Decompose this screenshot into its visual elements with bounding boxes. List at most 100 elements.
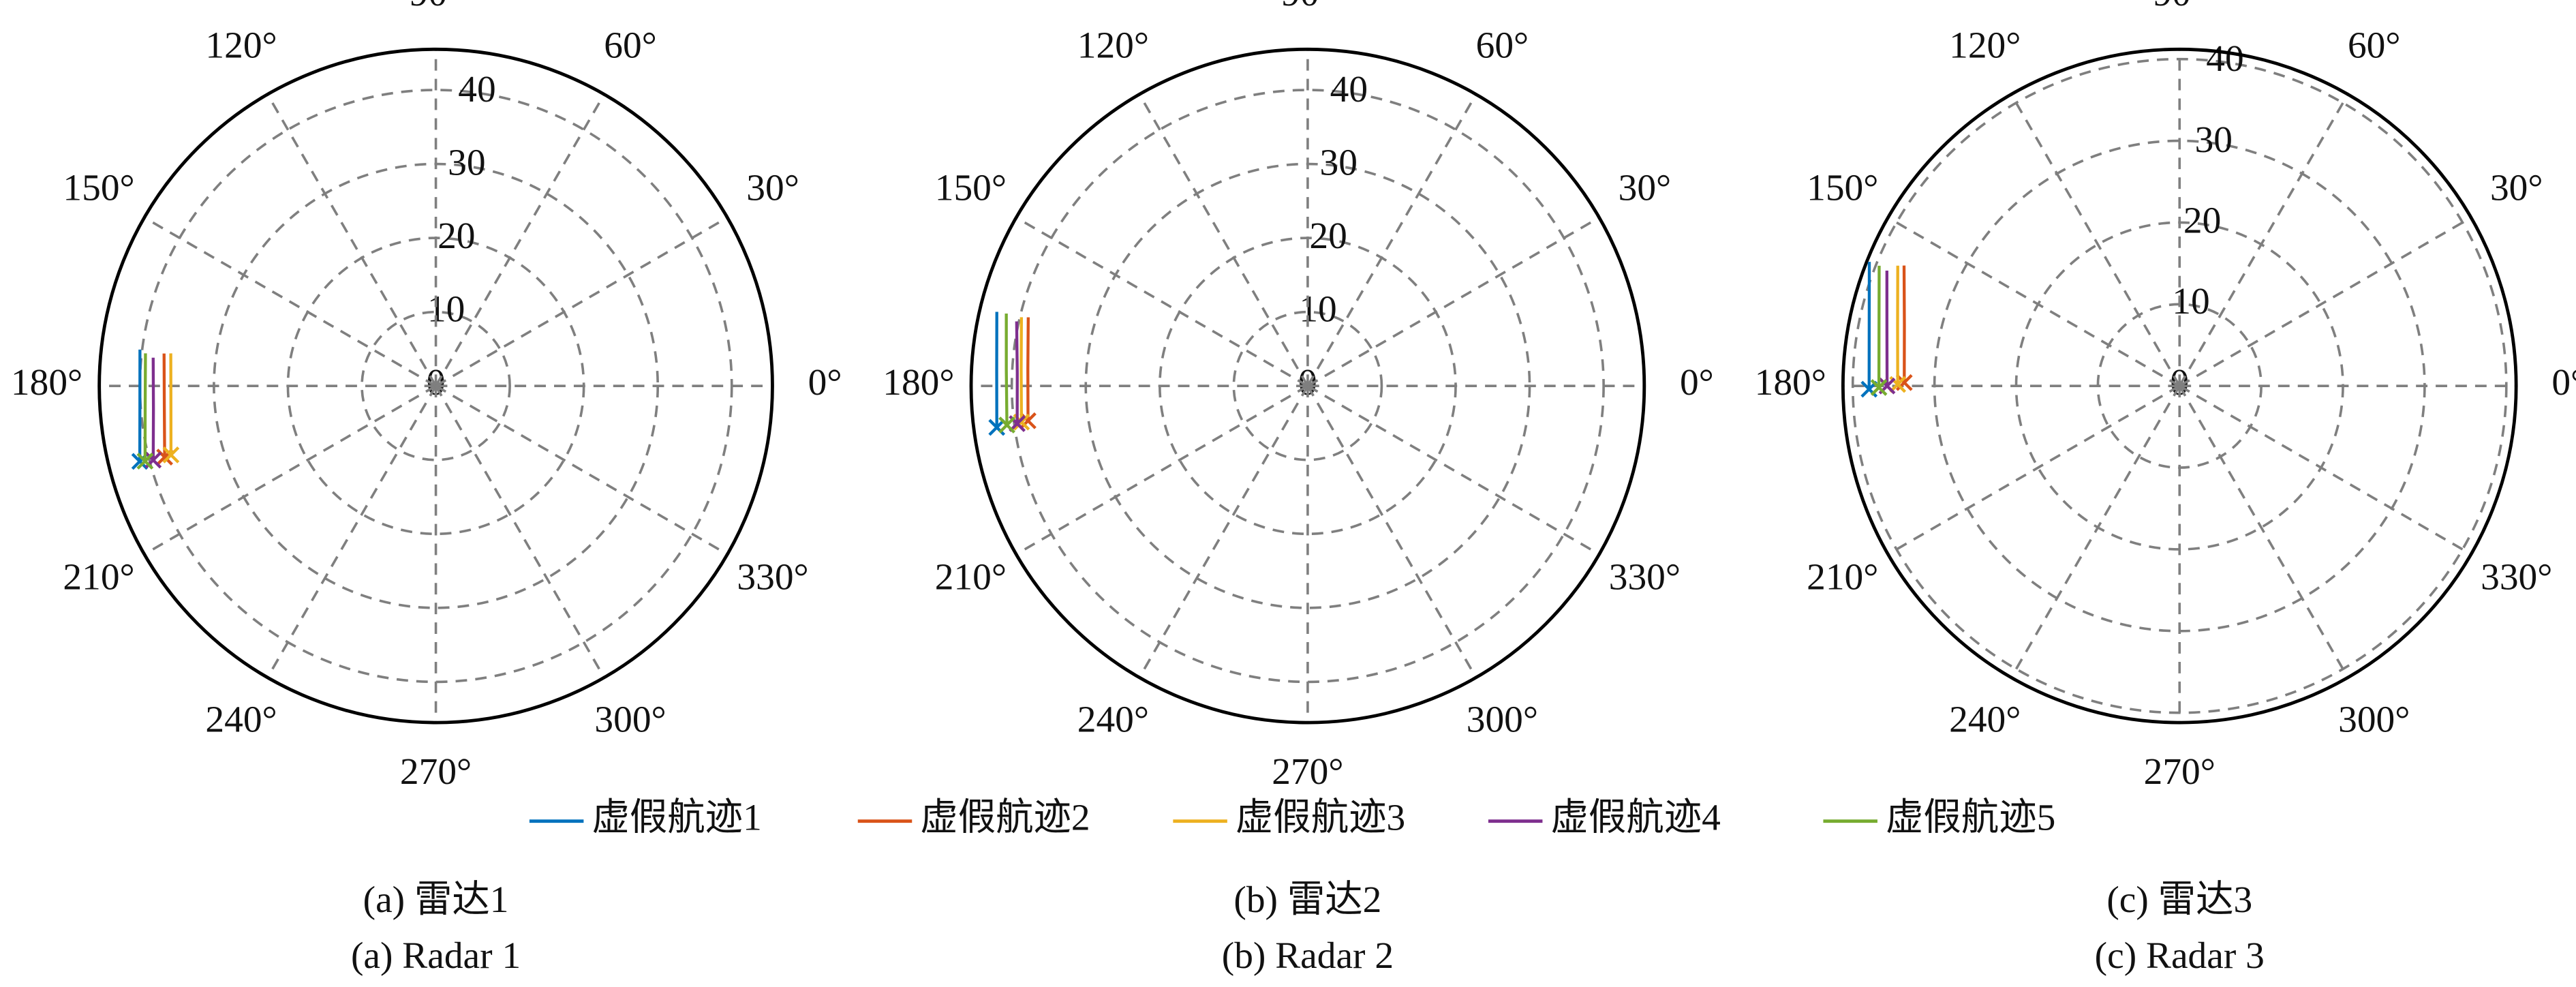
theta-tick-label: 300° (594, 698, 666, 740)
grid-spoke (2179, 384, 2472, 556)
caption-en: (a) Radar 1 (351, 935, 521, 976)
grid-spoke (266, 385, 438, 678)
legend-label: 虚假航迹4 (1550, 796, 1720, 838)
grid-spoke (143, 216, 437, 387)
legend-label: 虚假航迹3 (1236, 796, 1405, 838)
theta-tick-label: 180° (1755, 361, 1826, 403)
theta-tick-label: 300° (2338, 698, 2410, 740)
theta-tick-label: 120° (205, 24, 277, 65)
polar-frame (97, 47, 774, 725)
theta-tick-label: 30° (2490, 166, 2543, 208)
theta-tick-label: 0° (1680, 361, 1714, 403)
polar-chart: 0102030400°30°60°90°120°150°180°210°240°… (883, 0, 1714, 976)
end-marker (988, 419, 1006, 436)
theta-tick-label: 0° (808, 361, 842, 403)
grid-spoke (1307, 216, 1600, 387)
end-marker (162, 446, 180, 464)
theta-tick-label: 210° (63, 556, 134, 597)
theta-tick-label: 210° (1807, 556, 1878, 597)
track-line (143, 353, 147, 461)
theta-tick-label: 330° (1609, 556, 1681, 597)
legend-label: 虚假航迹2 (920, 796, 1090, 838)
theta-tick-label: 240° (1077, 698, 1149, 740)
caption-en: (c) Radar 3 (2095, 935, 2265, 976)
r-tick-label: 30 (1320, 141, 1358, 183)
caption-cn: (c) 雷达3 (2106, 879, 2252, 920)
theta-tick-label: 270° (1272, 750, 1343, 792)
grid-spoke (2010, 93, 2181, 387)
grid-circle (361, 310, 511, 461)
theta-tick-label: 60° (2348, 24, 2401, 65)
grid-spoke (1138, 93, 1309, 387)
grid-spoke (1306, 93, 1477, 387)
grid-spoke (1015, 384, 1308, 556)
theta-tick-label: 90° (2153, 0, 2206, 14)
polar-chart: 0102030400°30°60°90°120°150°180°210°240°… (11, 0, 842, 976)
r-tick-label: 30 (448, 141, 485, 183)
r-tick-label: 30 (2195, 119, 2233, 160)
grid-spoke (435, 384, 729, 556)
r-tick-label: 10 (427, 288, 465, 329)
r-tick-label: 10 (2172, 280, 2209, 322)
grid-spoke (266, 93, 438, 387)
theta-tick-label: 270° (400, 750, 472, 792)
theta-tick-label: 180° (883, 361, 954, 403)
theta-tick-label: 120° (1077, 24, 1149, 65)
grid-circle (1851, 57, 2508, 714)
grid-spoke (435, 216, 729, 387)
theta-tick-label: 150° (63, 166, 134, 208)
end-marker (136, 453, 154, 470)
grid-spoke (2178, 385, 2349, 678)
theta-tick-label: 300° (1467, 698, 1538, 740)
r-tick-label: 40 (1330, 68, 1368, 110)
caption-cn: (a) 雷达1 (363, 879, 509, 920)
grid-spoke (1887, 216, 2181, 387)
legend-label: 虚假航迹5 (1886, 796, 2055, 838)
r-tick-label: 40 (2206, 37, 2243, 79)
theta-tick-label: 180° (11, 361, 82, 403)
grid-spoke (434, 93, 606, 387)
grid-spoke (143, 384, 437, 556)
grid-circle (1232, 310, 1383, 461)
theta-tick-label: 90° (1281, 0, 1334, 14)
theta-tick-label: 60° (604, 24, 657, 65)
theta-tick-label: 90° (410, 0, 463, 14)
polar-frame (969, 47, 1646, 725)
caption-en: (b) Radar 2 (1222, 935, 1394, 976)
grid-spoke (1306, 385, 1477, 678)
end-marker (1870, 379, 1888, 396)
legend-label: 虚假航迹1 (592, 796, 761, 838)
end-marker (998, 416, 1015, 434)
legend: 虚假航迹1 虚假航迹2 虚假航迹3 虚假航迹4 虚假航迹5 (529, 796, 2055, 838)
r-tick-label: 20 (2183, 199, 2221, 241)
theta-tick-label: 330° (737, 556, 808, 597)
theta-tick-label: 240° (1949, 698, 2021, 740)
polar-chart: 0102030400°30°60°90°120°150°180°210°240°… (1755, 0, 2576, 976)
theta-tick-label: 150° (1807, 166, 1878, 208)
grid-spoke (1138, 385, 1309, 678)
grid-spoke (1887, 384, 2181, 556)
theta-tick-label: 330° (2481, 556, 2552, 597)
track-line (162, 353, 166, 457)
theta-tick-label: 30° (746, 166, 799, 208)
grid-spoke (2178, 93, 2349, 387)
theta-tick-label: 120° (1949, 24, 2021, 65)
r-tick-label: 10 (1299, 288, 1336, 329)
grid-spoke (1015, 216, 1308, 387)
theta-tick-label: 210° (935, 556, 1007, 597)
theta-tick-label: 150° (935, 166, 1007, 208)
grid-spoke (434, 385, 606, 678)
theta-tick-label: 0° (2551, 361, 2576, 403)
r-tick-label: 40 (458, 68, 495, 110)
theta-tick-label: 60° (1476, 24, 1529, 65)
theta-tick-label: 270° (2144, 750, 2215, 792)
grid-spoke (2179, 216, 2472, 387)
grid-spoke (2010, 385, 2181, 678)
caption-cn: (b) 雷达2 (1233, 879, 1381, 920)
grid-spoke (1307, 384, 1600, 556)
theta-tick-label: 240° (205, 698, 277, 740)
r-tick-label: 20 (1309, 215, 1347, 256)
r-tick-label: 20 (438, 215, 475, 256)
